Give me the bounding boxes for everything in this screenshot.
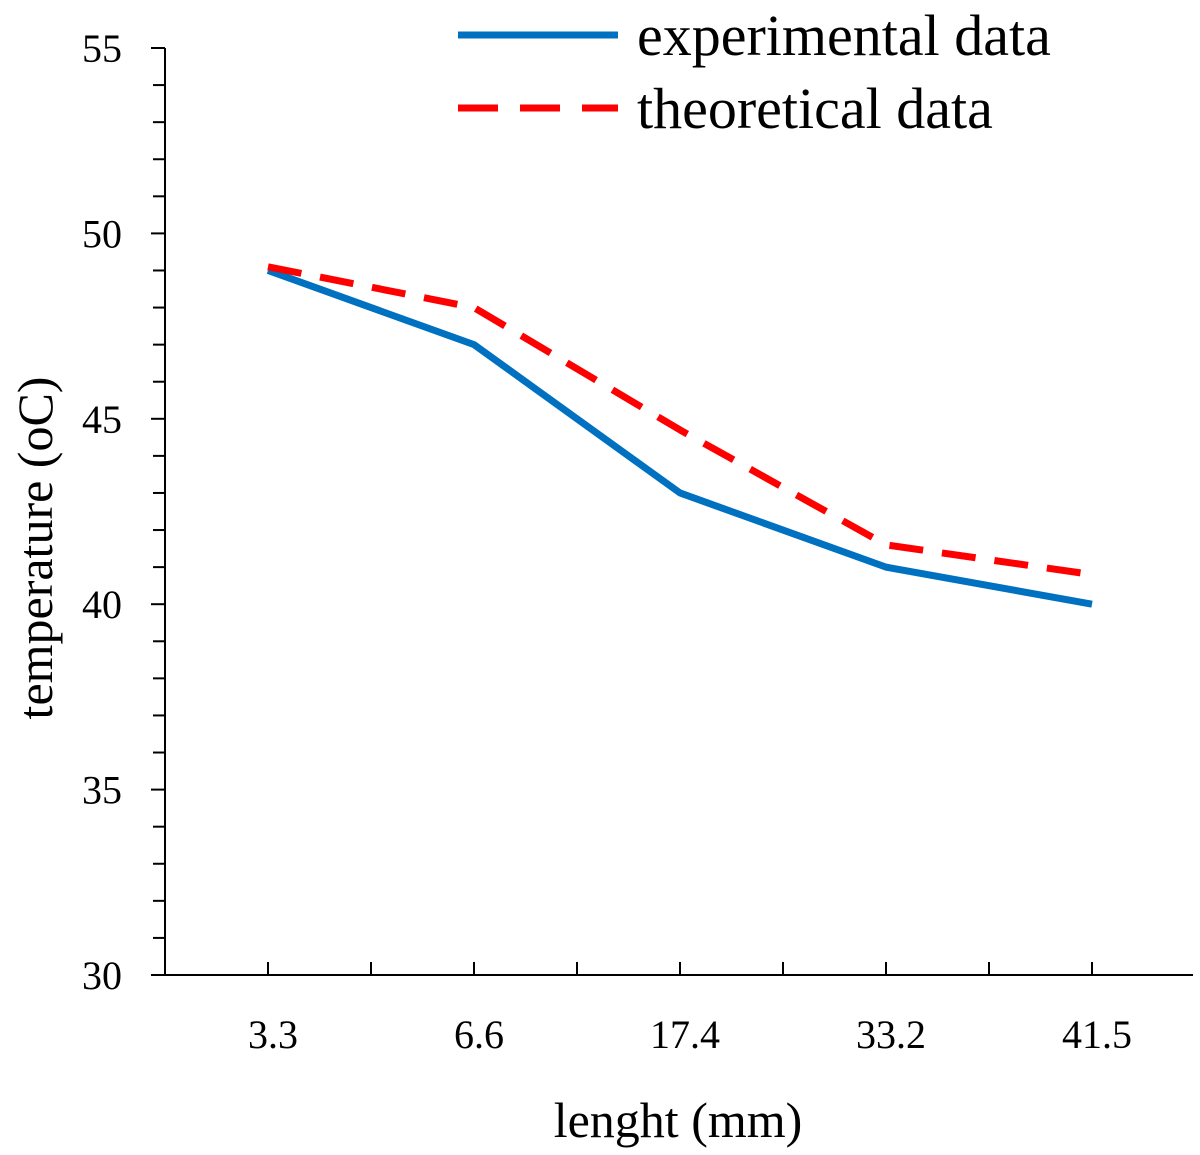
y-tick-label: 30 xyxy=(82,953,122,998)
x-tick-label: 41.5 xyxy=(1062,1012,1132,1057)
y-tick-label: 45 xyxy=(82,397,122,442)
x-tick-label: 6.6 xyxy=(454,1012,504,1057)
legend: experimental data theoretical data xyxy=(458,3,1051,141)
series-lines xyxy=(266,263,1093,608)
x-tick-label: 3.3 xyxy=(248,1012,298,1057)
y-tick-label: 35 xyxy=(82,768,122,813)
legend-label: experimental data xyxy=(637,3,1051,68)
y-axis-title: temperature (oC) xyxy=(7,377,63,720)
legend-label: theoretical data xyxy=(637,76,993,141)
x-tick-label: 33.2 xyxy=(856,1012,926,1057)
y-tick-label: 50 xyxy=(82,211,122,256)
series-line-experimental xyxy=(266,267,1093,608)
series-line-theoretical xyxy=(267,263,1093,579)
x-tick-label: 17.4 xyxy=(650,1012,720,1057)
y-tick-label: 40 xyxy=(82,582,122,627)
x-axis-title: lenght (mm) xyxy=(554,1092,803,1148)
y-tick-label: 55 xyxy=(82,26,122,71)
axes: 30 35 40 45 50 55 3.3 6.6 17.4 33.2 41.5 xyxy=(82,26,1193,1057)
